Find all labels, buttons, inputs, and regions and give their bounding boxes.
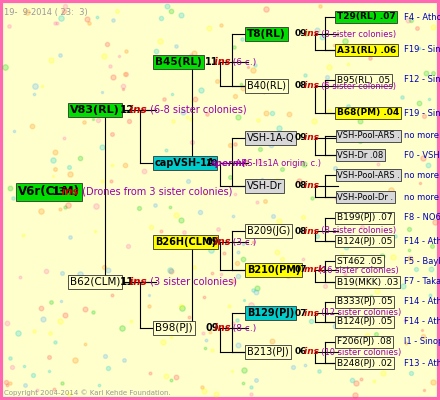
Text: · (12 sister colonies): · (12 sister colonies) — [315, 308, 401, 318]
Text: F14 - AthosS180R: F14 - AthosS180R — [404, 318, 440, 326]
Text: ins: ins — [301, 134, 319, 142]
Text: 13: 13 — [52, 187, 66, 197]
Text: ins: ins — [126, 277, 147, 287]
Text: 06: 06 — [295, 348, 308, 356]
Text: ins: ins — [301, 226, 319, 236]
Text: B40(RL): B40(RL) — [247, 81, 286, 91]
Text: 10: 10 — [205, 158, 217, 168]
Text: · (3 c.): · (3 c.) — [227, 238, 257, 246]
Text: B62(CLM): B62(CLM) — [70, 277, 121, 287]
Text: B210(PM): B210(PM) — [247, 265, 301, 275]
Text: F19 - Sinop62R: F19 - Sinop62R — [404, 108, 440, 118]
Text: ins: ins — [211, 323, 231, 333]
Text: 08: 08 — [295, 182, 308, 190]
Text: 07: 07 — [295, 308, 308, 318]
Text: F12 - SinopEgg86R: F12 - SinopEgg86R — [404, 76, 440, 84]
Text: ins: ins — [301, 348, 319, 356]
Text: V6r(CLM): V6r(CLM) — [18, 186, 80, 198]
Text: B19(MKK) .03: B19(MKK) .03 — [337, 278, 398, 286]
Text: VSH-1A-Q: VSH-1A-Q — [247, 133, 295, 143]
Text: · (8 sister colonies): · (8 sister colonies) — [315, 226, 396, 236]
Text: ins: ins — [301, 82, 319, 90]
Text: · (8 c.): · (8 c.) — [227, 324, 257, 332]
Text: 09: 09 — [205, 237, 219, 247]
Text: VSH-Pool-ARS .: VSH-Pool-ARS . — [337, 170, 400, 180]
Text: B333(PJ) .05: B333(PJ) .05 — [337, 298, 392, 306]
Text: 11: 11 — [205, 57, 219, 67]
Text: 08: 08 — [295, 226, 308, 236]
Text: B95(RL) .05: B95(RL) .05 — [337, 76, 390, 84]
Text: T8(RL): T8(RL) — [247, 29, 286, 39]
Text: B124(PJ) .05: B124(PJ) .05 — [337, 318, 392, 326]
Text: B248(PJ) .02: B248(PJ) .02 — [337, 358, 392, 368]
Text: VSH-Pool-Dr .: VSH-Pool-Dr . — [337, 192, 393, 202]
Text: B68(PM) .04: B68(PM) .04 — [337, 108, 399, 118]
Text: · (6-8 sister colonies): · (6-8 sister colonies) — [144, 105, 246, 115]
Text: V83(RL): V83(RL) — [70, 105, 120, 115]
Text: F14 - AthosS180R: F14 - AthosS180R — [404, 298, 440, 306]
Text: B199(PJ) .07: B199(PJ) .07 — [337, 214, 392, 222]
Text: VSH-Pool-ARS .: VSH-Pool-ARS . — [337, 132, 400, 140]
Text: Copyright 2004-2014 © Karl Kehde Foundation.: Copyright 2004-2014 © Karl Kehde Foundat… — [4, 389, 171, 396]
Text: B209(JG): B209(JG) — [247, 226, 290, 236]
Text: · (Drones from 3 sister colonies): · (Drones from 3 sister colonies) — [76, 187, 232, 197]
Text: F8 - NO6294R: F8 - NO6294R — [404, 214, 440, 222]
Text: ins: ins — [59, 187, 79, 197]
Text: 09: 09 — [295, 134, 308, 142]
Text: ins: ins — [301, 308, 319, 318]
Text: 08: 08 — [295, 82, 308, 90]
Text: VSH-Dr .08: VSH-Dr .08 — [337, 150, 383, 160]
Text: ins: ins — [301, 30, 319, 38]
Text: F206(PJ) .08: F206(PJ) .08 — [337, 338, 392, 346]
Text: F5 - Bayburt98-3R: F5 - Bayburt98-3R — [404, 256, 440, 266]
Text: B213(PJ): B213(PJ) — [247, 347, 289, 357]
Text: ins: ins — [211, 57, 231, 67]
Text: 09: 09 — [205, 323, 219, 333]
Text: sperm(: sperm( — [210, 158, 246, 168]
Text: · (5 sister colonies): · (5 sister colonies) — [315, 82, 396, 90]
Text: ST462 .05: ST462 .05 — [337, 256, 382, 266]
Text: F0 - VSH-Pool-ARS: F0 - VSH-Pool-ARS — [404, 150, 440, 160]
Text: ins: ins — [301, 182, 319, 190]
Text: 12: 12 — [120, 105, 135, 115]
Text: no more: no more — [404, 170, 439, 180]
Text: B45(RL): B45(RL) — [155, 57, 202, 67]
Text: F19 - Sinop62R: F19 - Sinop62R — [404, 46, 440, 54]
Text: (16 sister colonies): (16 sister colonies) — [315, 266, 398, 274]
Text: · (6 c.): · (6 c.) — [227, 58, 257, 66]
Text: capVSH-1A: capVSH-1A — [155, 158, 215, 168]
Text: 11: 11 — [120, 277, 135, 287]
Text: · (3 sister colonies): · (3 sister colonies) — [315, 30, 396, 38]
Text: F4 - Athos00R: F4 - Athos00R — [404, 12, 440, 22]
Text: · (10 sister colonies): · (10 sister colonies) — [315, 348, 401, 356]
Text: no more: no more — [404, 132, 439, 140]
Text: F13 - AthosS180R: F13 - AthosS180R — [404, 358, 440, 368]
Text: B124(PJ) .05: B124(PJ) .05 — [337, 236, 392, 246]
Text: 09: 09 — [295, 30, 308, 38]
Text: l1 - SinopEgg86R: l1 - SinopEgg86R — [404, 338, 440, 346]
Text: · (3 sister colonies): · (3 sister colonies) — [144, 277, 237, 287]
Text: ARS-l1s1A origin. c.): ARS-l1s1A origin. c.) — [233, 158, 321, 168]
Text: ins: ins — [211, 237, 231, 247]
Text: 19-  9-2014 ( 23:  3): 19- 9-2014 ( 23: 3) — [4, 8, 88, 17]
Text: B129(PJ): B129(PJ) — [247, 308, 294, 318]
Text: B26H(CLM): B26H(CLM) — [155, 237, 216, 247]
Text: ins: ins — [126, 105, 147, 115]
Text: T29(RL) .07: T29(RL) .07 — [337, 12, 396, 22]
Text: VSH-Dr: VSH-Dr — [247, 181, 282, 191]
Text: mrk: mrk — [301, 266, 323, 274]
Text: 07: 07 — [295, 266, 308, 274]
Text: A31(RL) .06: A31(RL) .06 — [337, 46, 396, 54]
Text: F7 - Takab93aR: F7 - Takab93aR — [404, 278, 440, 286]
Text: no more: no more — [404, 192, 439, 202]
Text: B98(PJ): B98(PJ) — [155, 323, 193, 333]
Text: F14 - AthosS180R: F14 - AthosS180R — [404, 236, 440, 246]
